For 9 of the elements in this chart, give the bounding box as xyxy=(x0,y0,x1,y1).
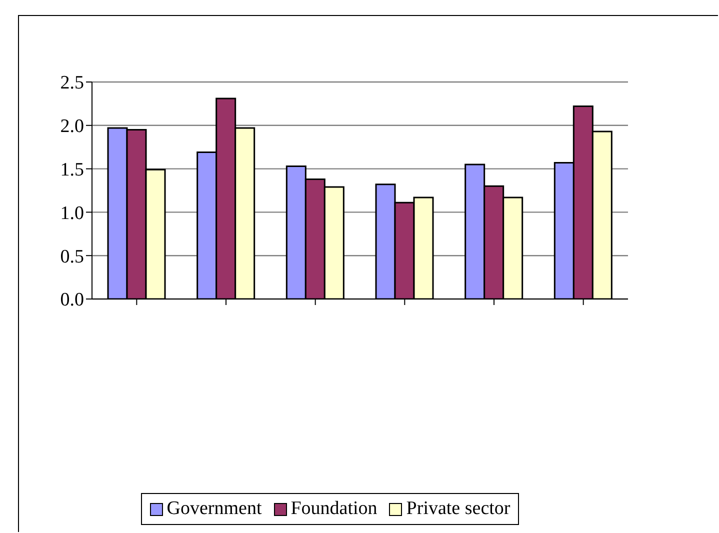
y-tick-label: 2.0 xyxy=(60,116,84,138)
y-tick-label: 1.0 xyxy=(60,202,84,224)
legend-label: Private sector xyxy=(405,498,510,520)
y-tick-label: 1.5 xyxy=(60,160,84,181)
y-tick-label: 0.0 xyxy=(60,290,84,311)
legend-label: Government xyxy=(166,498,262,520)
legend-label: Foundation xyxy=(290,498,378,520)
y-tick-label: 0.5 xyxy=(60,246,84,268)
y-tick-label: 2.5 xyxy=(60,72,84,94)
